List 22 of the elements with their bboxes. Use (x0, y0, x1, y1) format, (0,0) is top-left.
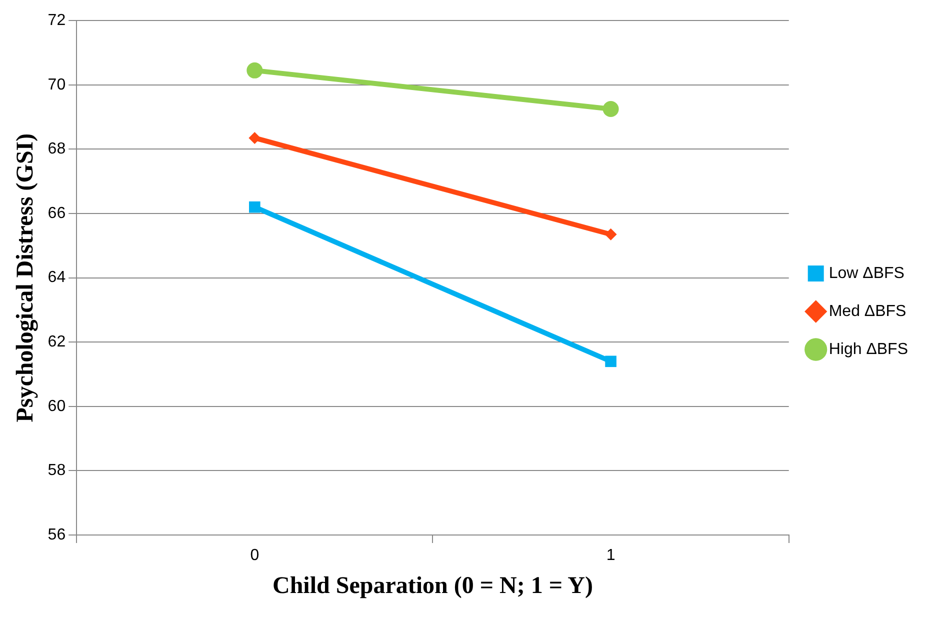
legend-label: Low ΔBFS (828, 264, 904, 282)
y-tick-label: 66 (48, 204, 66, 222)
point (248, 132, 261, 144)
point (249, 201, 260, 213)
y-tick-label: 68 (48, 140, 66, 158)
y-tick-label: 70 (48, 76, 66, 94)
y-tick-label: 56 (48, 526, 66, 544)
point (605, 356, 616, 368)
legend-label: Med ΔBFS (828, 302, 906, 320)
y-tick-label: 58 (48, 462, 66, 480)
y-tick-label: 62 (48, 334, 66, 351)
x-tick-label: 1 (606, 547, 616, 564)
legend-label: High ΔBFS (828, 340, 908, 358)
point (602, 101, 619, 118)
x-tick-label: 0 (250, 547, 260, 564)
point (246, 62, 263, 78)
x-axis-title: Child Separation (0 = N; 1 = Y) (272, 572, 593, 599)
y-tick-label: 72 (48, 12, 66, 30)
point (604, 228, 617, 240)
y-tick-label: 64 (48, 269, 66, 286)
y-axis-title: Psychological Distress (GSI) (12, 133, 39, 422)
y-tick-label: 60 (48, 398, 66, 415)
